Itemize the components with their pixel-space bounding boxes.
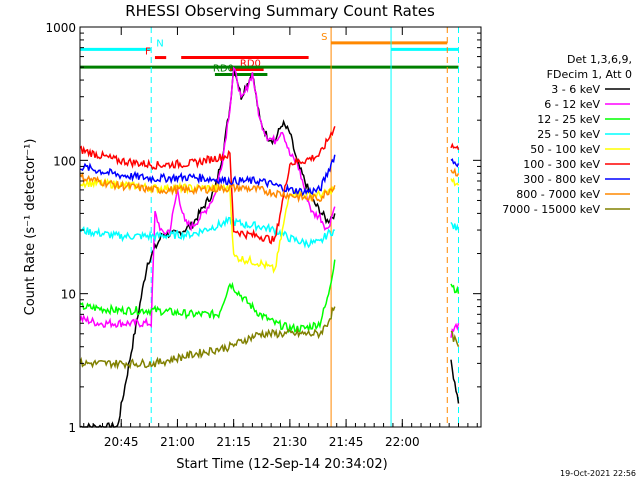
y-tick-label-3: 1000 bbox=[45, 21, 76, 35]
flag-label-0: N bbox=[156, 38, 163, 49]
series-line-2-1 bbox=[450, 283, 460, 294]
series-line-0-0 bbox=[79, 67, 336, 428]
flag-label-3: RD0 bbox=[240, 59, 261, 70]
series-line-7-0 bbox=[79, 172, 336, 204]
series-line-1-0 bbox=[79, 66, 336, 329]
legend-header-0: Det 1,3,6,9, bbox=[567, 53, 632, 66]
legend-label-2: 12 - 25 keV bbox=[537, 113, 600, 126]
chart-title: RHESSI Observing Summary Count Rates bbox=[125, 2, 435, 20]
series-line-4-1 bbox=[450, 177, 460, 187]
x-tick-label-1: 21:00 bbox=[160, 435, 195, 449]
x-tick-label-4: 21:45 bbox=[329, 435, 364, 449]
legend-label-5: 100 - 300 keV bbox=[523, 158, 600, 171]
series-line-1-1 bbox=[450, 322, 460, 338]
y-tick-label-0: 1 bbox=[68, 421, 76, 435]
legend: Det 1,3,6,9, FDecim 1, Att 0 3 - 6 keV 6 - … bbox=[502, 53, 632, 216]
vertical-markers bbox=[150, 27, 460, 427]
legend-label-4: 50 - 100 keV bbox=[530, 143, 600, 156]
series-line-8-0 bbox=[79, 306, 336, 370]
series-line-5-1 bbox=[450, 142, 460, 151]
x-axis-ticks: 20:45 21:00 21:15 21:30 21:45 22:00 bbox=[83, 27, 478, 449]
series-line-5-0 bbox=[79, 126, 336, 245]
series-line-3-0 bbox=[79, 215, 335, 249]
x-tick-label-2: 21:15 bbox=[216, 435, 251, 449]
legend-label-8: 7000 - 15000 keV bbox=[502, 203, 600, 216]
x-tick-label-5: 22:00 bbox=[385, 435, 420, 449]
series-line-3-1 bbox=[450, 221, 460, 231]
series-line-7-1 bbox=[450, 167, 460, 177]
series-line-6-1 bbox=[450, 158, 460, 168]
legend-label-1: 6 - 12 keV bbox=[544, 98, 600, 111]
series-lines bbox=[79, 66, 460, 428]
y-axis-label: Count Rate (s⁻¹ detector⁻¹) bbox=[23, 139, 38, 316]
legend-label-7: 800 - 7000 keV bbox=[516, 188, 600, 201]
timestamp: 19-Oct-2021 22:56 bbox=[560, 469, 636, 478]
series-line-2-0 bbox=[79, 259, 336, 334]
series-line-0-1 bbox=[450, 359, 460, 404]
y-tick-label-2: 100 bbox=[53, 154, 76, 168]
y-tick-label-1: 10 bbox=[61, 288, 76, 302]
flag-label-1: S bbox=[321, 32, 327, 43]
series-line-8-1 bbox=[450, 330, 460, 347]
flag-label-5: RD0 bbox=[213, 64, 234, 75]
legend-header-1: FDecim 1, Att 0 bbox=[547, 68, 632, 81]
x-tick-label-3: 21:30 bbox=[273, 435, 308, 449]
legend-label-6: 300 - 800 keV bbox=[523, 173, 600, 186]
x-axis-label: Start Time (12-Sep-14 20:34:02) bbox=[176, 457, 387, 472]
x-tick-label-0: 20:45 bbox=[104, 435, 139, 449]
legend-label-3: 25 - 50 keV bbox=[537, 128, 600, 141]
legend-label-0: 3 - 6 keV bbox=[551, 83, 600, 96]
flag-label-2: F bbox=[145, 47, 151, 58]
series-line-6-0 bbox=[79, 154, 336, 198]
y-axis-ticks: 1 10 100 1000 bbox=[45, 21, 481, 435]
flag-bars: N S F RD0 RD0 bbox=[80, 32, 459, 77]
